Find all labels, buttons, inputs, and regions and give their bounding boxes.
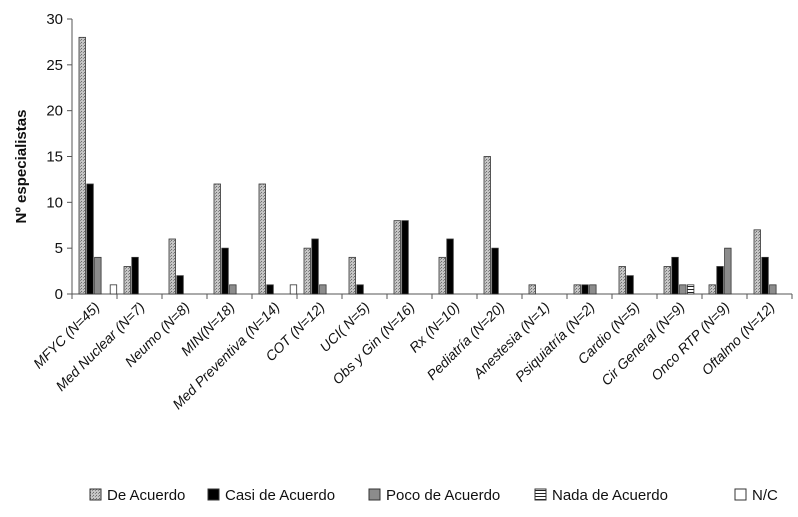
legend-label: De Acuerdo [107,487,185,504]
bars [78,36,777,295]
bar-casi-de-acuerdo [356,284,364,295]
bar-casi-de-acuerdo [716,266,724,295]
legend-swatch-de-acuerdo [89,488,102,501]
bar-poco-de-acuerdo [229,284,237,295]
legend-swatch-poco-de-acuerdo [368,488,381,501]
category-label: Onco RTP (N=9) [648,299,733,384]
bar-poco-de-acuerdo [319,284,327,295]
bar-de-acuerdo [573,284,581,295]
bar-de-acuerdo [438,256,446,295]
bar-casi-de-acuerdo [266,284,274,295]
bar-casi-de-acuerdo [626,275,634,295]
category-label: Pediatría (N=20) [423,299,507,383]
bar-de-acuerdo [168,238,176,295]
bar-de-acuerdo [78,36,86,295]
category-label: Anestesia (N=1) [469,299,552,382]
bar-de-acuerdo [258,183,266,295]
legend-label: Nada de Acuerdo [552,487,668,504]
bar-casi-de-acuerdo [131,256,139,295]
bar-de-acuerdo [123,266,131,295]
legend-label: N/C [752,487,778,504]
bar-de-acuerdo [618,266,626,295]
bar-casi-de-acuerdo [311,238,319,295]
bar-casi-de-acuerdo [671,256,679,295]
y-tick-label: 25 [46,57,63,74]
y-tick-label: 0 [55,286,63,303]
bar-casi-de-acuerdo [86,183,94,295]
y-tick-label: 30 [46,11,63,28]
bar-casi-de-acuerdo [176,275,184,295]
bar-casi-de-acuerdo [401,220,409,295]
bar-poco-de-acuerdo [724,247,732,295]
bar-de-acuerdo [393,220,401,295]
category-labels: MFYC (N=45)Med Nuclear (N=7)Neumo (N=8)M… [30,299,778,412]
bar-poco-de-acuerdo [94,256,102,295]
legend-label: Casi de Acuerdo [225,487,335,504]
bar-poco-de-acuerdo [679,284,687,295]
legend-swatch-n-c [734,488,747,501]
category-label: Obs y Gin (N=16) [329,299,418,388]
y-tick-label: 10 [46,194,63,211]
y-tick-label: 15 [46,149,63,166]
axes: 0 5 10 15 20 25 30 Nº especialistas [13,11,793,303]
bar-casi-de-acuerdo [761,256,769,295]
bar-de-acuerdo [753,229,761,295]
y-tick-label: 5 [55,240,63,257]
bar-poco-de-acuerdo [769,284,777,295]
bar-poco-de-acuerdo [589,284,597,295]
bar-de-acuerdo [303,247,311,295]
bar-n-c [109,284,118,295]
bar-casi-de-acuerdo [491,247,499,295]
bar-de-acuerdo [663,266,671,295]
legend-swatch-casi-de-acuerdo [207,488,220,501]
legend-swatch-nada-de-acuerdo [534,488,547,501]
bar-de-acuerdo [483,156,491,295]
legend-label: Poco de Acuerdo [386,487,500,504]
bar-de-acuerdo [528,284,536,295]
category-label: Psiquiatría (N=2) [512,299,598,385]
y-axis-title: Nº especialistas [13,110,30,224]
category-label: Cir General (N=9) [598,299,688,389]
bar-de-acuerdo [213,183,221,295]
bar-nada-de-acuerdo [687,284,695,295]
bar-de-acuerdo [348,256,356,295]
bar-casi-de-acuerdo [446,238,454,295]
bar-de-acuerdo [708,284,716,295]
bar-casi-de-acuerdo [221,247,229,295]
bar-n-c [289,284,298,295]
bar-casi-de-acuerdo [581,284,589,295]
y-tick-label: 20 [46,103,63,120]
legend: De Acuerdo Casi de Acuerdo Poco de Acuerdo… [89,487,778,504]
